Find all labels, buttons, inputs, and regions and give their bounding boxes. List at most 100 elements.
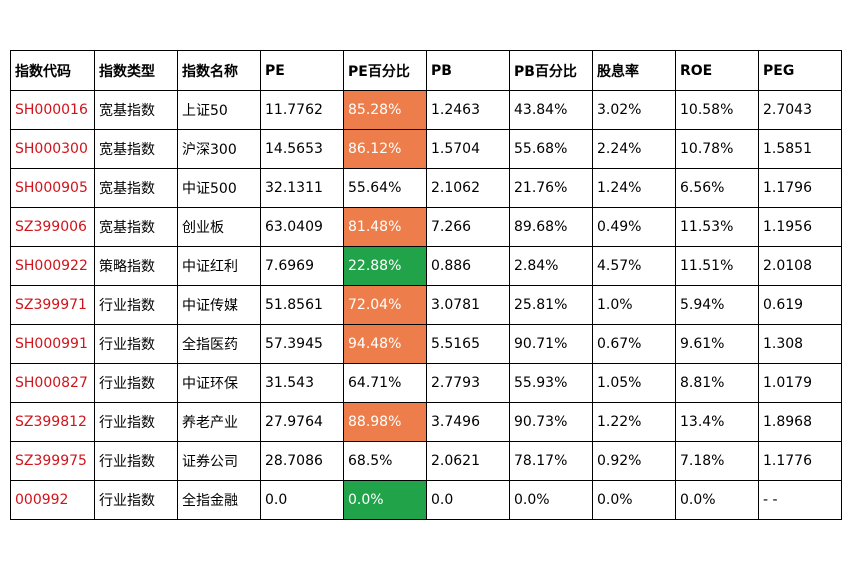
cell-type: 行业指数 — [94, 363, 178, 403]
cell-pe-percentile: 22.88% — [343, 246, 427, 286]
cell-roe: 10.78% — [675, 129, 759, 169]
cell-type: 行业指数 — [94, 480, 178, 520]
cell-peg: 1.1956 — [758, 207, 842, 247]
cell-pe: 28.7086 — [260, 441, 344, 481]
cell-name: 中证环保 — [177, 363, 261, 403]
header-name: 指数名称 — [177, 50, 261, 91]
cell-name: 中证500 — [177, 168, 261, 208]
cell-pe: 14.5653 — [260, 129, 344, 169]
cell-pe: 7.6969 — [260, 246, 344, 286]
cell-pe: 63.0409 — [260, 207, 344, 247]
cell-roe: 8.81% — [675, 363, 759, 403]
cell-pe: 27.9764 — [260, 402, 344, 442]
cell-pb-percentile: 2.84% — [509, 246, 593, 286]
table-row: 000992 行业指数 全指金融 0.0 0.0% 0.0 0.0% 0.0% 0.0% - - — [10, 480, 842, 520]
cell-pe-percentile: 64.71% — [343, 363, 427, 403]
cell-peg: - - — [758, 480, 842, 520]
header-pb: PB — [426, 50, 510, 91]
cell-roe: 9.61% — [675, 324, 759, 364]
cell-pb: 0.886 — [426, 246, 510, 286]
cell-pe: 31.543 — [260, 363, 344, 403]
table-row: SH000991 行业指数 全指医药 57.3945 94.48% 5.5165 90.71… — [10, 324, 842, 364]
header-peg: PEG — [758, 50, 842, 91]
cell-name: 沪深300 — [177, 129, 261, 169]
cell-peg: 2.7043 — [758, 90, 842, 130]
cell-type: 行业指数 — [94, 324, 178, 364]
cell-pb: 7.266 — [426, 207, 510, 247]
cell-pb-percentile: 90.73% — [509, 402, 593, 442]
cell-peg: 1.1796 — [758, 168, 842, 208]
cell-peg: 1.1776 — [758, 441, 842, 481]
cell-roe: 7.18% — [675, 441, 759, 481]
cell-pb-percentile: 89.68% — [509, 207, 593, 247]
cell-dividend-yield: 0.0% — [592, 480, 676, 520]
cell-name: 上证50 — [177, 90, 261, 130]
cell-type: 策略指数 — [94, 246, 178, 286]
cell-pe-percentile: 86.12% — [343, 129, 427, 169]
header-code: 指数代码 — [10, 50, 95, 91]
cell-dividend-yield: 0.92% — [592, 441, 676, 481]
cell-roe: 6.56% — [675, 168, 759, 208]
cell-dividend-yield: 0.49% — [592, 207, 676, 247]
cell-pe-percentile: 55.64% — [343, 168, 427, 208]
cell-dividend-yield: 0.67% — [592, 324, 676, 364]
cell-name: 养老产业 — [177, 402, 261, 442]
cell-name: 全指医药 — [177, 324, 261, 364]
cell-dividend-yield: 3.02% — [592, 90, 676, 130]
cell-roe: 11.53% — [675, 207, 759, 247]
cell-pb-percentile: 0.0% — [509, 480, 593, 520]
cell-pb: 2.0621 — [426, 441, 510, 481]
header-type: 指数类型 — [94, 50, 178, 91]
cell-peg: 1.308 — [758, 324, 842, 364]
cell-pb: 3.7496 — [426, 402, 510, 442]
cell-pb-percentile: 43.84% — [509, 90, 593, 130]
cell-pe-percentile: 68.5% — [343, 441, 427, 481]
cell-type: 宽基指数 — [94, 90, 178, 130]
index-valuation-table: 指数代码 指数类型 指数名称 PE PE百分比 PB PB百分比 股息率 ROE… — [10, 50, 842, 520]
cell-pb: 2.7793 — [426, 363, 510, 403]
cell-pb: 2.1062 — [426, 168, 510, 208]
cell-type: 行业指数 — [94, 441, 178, 481]
cell-peg: 1.5851 — [758, 129, 842, 169]
header-dividend-yield: 股息率 — [592, 50, 676, 91]
cell-roe: 11.51% — [675, 246, 759, 286]
cell-peg: 1.8968 — [758, 402, 842, 442]
cell-pb-percentile: 78.17% — [509, 441, 593, 481]
cell-dividend-yield: 1.22% — [592, 402, 676, 442]
cell-code: SH000300 — [10, 129, 95, 169]
table-row: SZ399975 行业指数 证券公司 28.7086 68.5% 2.0621 78.17%… — [10, 441, 842, 481]
cell-type: 行业指数 — [94, 285, 178, 325]
cell-roe: 13.4% — [675, 402, 759, 442]
cell-roe: 0.0% — [675, 480, 759, 520]
cell-pe: 57.3945 — [260, 324, 344, 364]
cell-pe-percentile: 72.04% — [343, 285, 427, 325]
cell-pe: 51.8561 — [260, 285, 344, 325]
cell-name: 全指金融 — [177, 480, 261, 520]
cell-roe: 5.94% — [675, 285, 759, 325]
cell-code: SH000905 — [10, 168, 95, 208]
cell-pb-percentile: 90.71% — [509, 324, 593, 364]
cell-pe: 0.0 — [260, 480, 344, 520]
cell-dividend-yield: 1.24% — [592, 168, 676, 208]
cell-roe: 10.58% — [675, 90, 759, 130]
cell-pb-percentile: 55.93% — [509, 363, 593, 403]
cell-name: 中证红利 — [177, 246, 261, 286]
cell-pb: 5.5165 — [426, 324, 510, 364]
cell-code: SH000991 — [10, 324, 95, 364]
cell-pe-percentile: 0.0% — [343, 480, 427, 520]
cell-pb: 0.0 — [426, 480, 510, 520]
cell-pb-percentile: 55.68% — [509, 129, 593, 169]
cell-pe-percentile: 94.48% — [343, 324, 427, 364]
cell-name: 证券公司 — [177, 441, 261, 481]
table-row: SZ399971 行业指数 中证传媒 51.8561 72.04% 3.0781 25.81… — [10, 285, 842, 325]
cell-name: 中证传媒 — [177, 285, 261, 325]
cell-code: SZ399971 — [10, 285, 95, 325]
cell-dividend-yield: 1.05% — [592, 363, 676, 403]
table-row: SH000922 策略指数 中证红利 7.6969 22.88% 0.886 2.84% 4.… — [10, 246, 842, 286]
table-row: SZ399812 行业指数 养老产业 27.9764 88.98% 3.7496 90.73… — [10, 402, 842, 442]
cell-pb: 3.0781 — [426, 285, 510, 325]
cell-code: SZ399812 — [10, 402, 95, 442]
table-row: SH000905 宽基指数 中证500 32.1311 55.64% 2.1062 21.7… — [10, 168, 842, 208]
cell-pb-percentile: 21.76% — [509, 168, 593, 208]
cell-type: 行业指数 — [94, 402, 178, 442]
